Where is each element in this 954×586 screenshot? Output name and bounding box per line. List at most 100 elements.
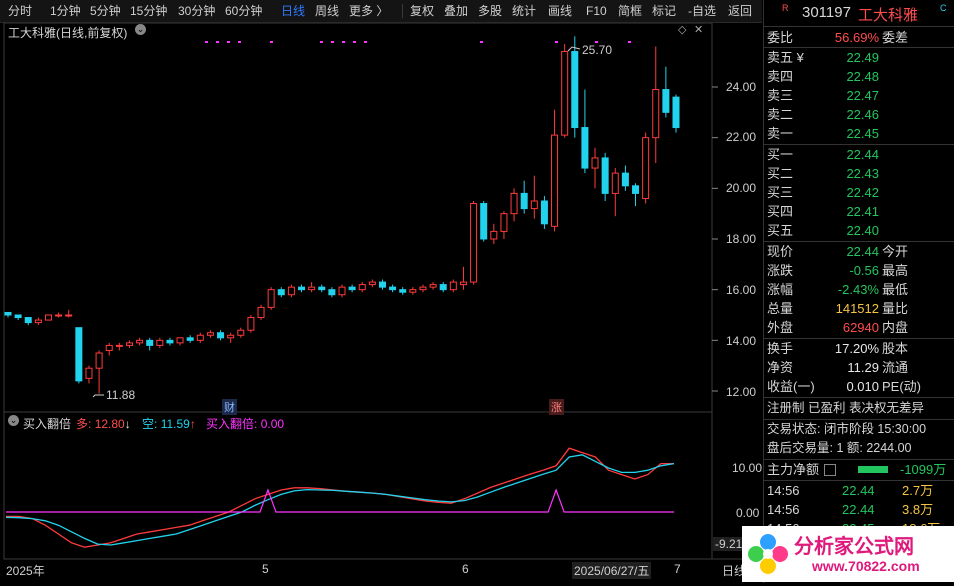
candle-body [257, 306, 265, 319]
candle-body [328, 289, 336, 296]
period-toolbar: 分时 1分钟 5分钟 15分钟 30分钟 60分钟 日线 周线 更多 〉 复权 … [0, 0, 762, 23]
candle-body [510, 192, 518, 215]
candle-body [662, 89, 670, 113]
x-label-may: 5 [262, 562, 269, 576]
period-label: 日线 [722, 564, 747, 578]
y-tick: 14.00 [726, 334, 757, 348]
info-icon[interactable] [824, 464, 836, 476]
candle-body [652, 89, 660, 139]
y-tick: 18.00 [726, 232, 757, 246]
bid-row[interactable]: 买二 22.43 [767, 166, 879, 181]
stat-row-turnover: 换手 17.20% 股本 [767, 341, 909, 356]
ind-y-min: -9.21 [713, 537, 745, 551]
bid-row[interactable]: 买五 22.40 [767, 223, 879, 238]
tab-5min[interactable]: 5分钟 [90, 4, 121, 18]
candle-body [500, 213, 508, 232]
tick-row: 14:56 22.44 2.7万 [767, 483, 934, 498]
chart-title: 工大科雅(日线,前复权) [8, 26, 128, 40]
candle-body [65, 314, 73, 317]
stat-row-outer: 外盘 62940 内盘 [767, 320, 909, 335]
tab-30min[interactable]: 30分钟 [178, 4, 216, 18]
indicator-name[interactable]: 买入翻倍 [23, 417, 72, 431]
stat-row-eps: 收益(一) 0.010 PE(动) [767, 379, 922, 394]
financial-marker[interactable]: 财 [222, 399, 237, 415]
stat-row-change: 涨跌 -0.56 最高 [767, 263, 909, 278]
ask-row[interactable]: 卖三 22.47 [767, 88, 879, 103]
tick-row: 14:56 22.44 3.8万 [767, 502, 934, 517]
restore-rights-button[interactable]: 复权 [410, 4, 435, 18]
high-callout-line [567, 46, 581, 52]
tab-daily[interactable]: 日线 [281, 4, 306, 18]
limit-up-marker[interactable]: 涨 [549, 399, 564, 415]
bid-row[interactable]: 买四 22.41 [767, 204, 879, 219]
candle-body [368, 281, 376, 286]
statistics-button[interactable]: 统计 [512, 4, 537, 18]
kline-chart-area[interactable]: 工大科雅(日线,前复权) ⌄ ◇ ✕ 25.70 11.88 24.00 22.… [0, 22, 762, 583]
stock-name: 工大科雅 [858, 7, 919, 24]
remove-watchlist-button[interactable]: -自选 [688, 4, 716, 18]
brand-logo: 分析家公式网 www.70822.com [742, 526, 954, 582]
tab-15min[interactable]: 15分钟 [130, 4, 168, 18]
ask-row[interactable]: 卖一 22.45 [767, 126, 879, 141]
candle-body [399, 289, 407, 293]
price-pane-frame [3, 22, 713, 413]
diamond-icon[interactable]: ◇ [678, 24, 687, 36]
overlay-button[interactable]: 叠加 [444, 4, 469, 18]
stat-row-netasset: 净资 11.29 流通 [767, 360, 909, 375]
candle-body [540, 200, 548, 225]
signal-dot [364, 41, 367, 43]
trade-status: 交易状态: 闭市阶段 15:30:00 [767, 422, 927, 436]
candle-body [237, 329, 245, 336]
stat-row-price: 现价 22.44 今开 [767, 244, 909, 259]
candlestick-chart[interactable] [0, 22, 762, 583]
bid-row[interactable]: 买一 22.44 [767, 147, 879, 162]
more-menu[interactable]: 更多 〉 [349, 4, 389, 18]
stat-row-pct: 涨幅 -2.43% 最低 [767, 282, 909, 297]
candle-body [186, 337, 194, 341]
mark-button[interactable]: 标记 [652, 4, 677, 18]
candle-body [389, 286, 397, 291]
ask-row[interactable]: 卖二 22.46 [767, 107, 879, 122]
candle-body [632, 185, 640, 194]
candle-body [571, 51, 579, 129]
close-icon[interactable]: ✕ [694, 24, 704, 36]
back-button[interactable]: 返回 [728, 4, 753, 18]
signal-dot [342, 41, 345, 43]
f10-button[interactable]: F10 [586, 4, 607, 18]
tab-weekly[interactable]: 周线 [315, 4, 340, 18]
candle-body [480, 203, 488, 240]
candle-body [115, 344, 123, 347]
multi-stock-button[interactable]: 多股 [478, 4, 503, 18]
indicator-menu-icon[interactable]: ⌄ [8, 415, 19, 426]
bid-row[interactable]: 买三 22.42 [767, 185, 879, 200]
stock-tags: 注册制 已盈利 表决权无差异 [767, 401, 924, 415]
candle-body [520, 192, 528, 210]
x-label-year: 2025年 [6, 564, 45, 578]
candle-body [611, 172, 619, 194]
ask-row[interactable]: 卖五 ¥22.49 [767, 50, 879, 65]
candle-body [277, 289, 285, 296]
candle-body [14, 314, 22, 319]
draw-line-button[interactable]: 画线 [548, 4, 573, 18]
ask-row[interactable]: 卖四 22.48 [767, 69, 879, 84]
stock-code: 301197 [802, 4, 851, 21]
candle-body [378, 281, 386, 288]
brand-name: 分析家公式网 [794, 536, 914, 558]
candle-body [267, 289, 275, 308]
tab-fenshi[interactable]: 分时 [8, 4, 33, 18]
candle-body [601, 157, 609, 194]
after-hours-volume: 盘后交易量: 1 额: 2244.00 [767, 441, 912, 455]
candle-body [298, 286, 306, 291]
signal-label: 买入翻倍: 0.00 [206, 417, 285, 431]
candle-body [146, 339, 154, 346]
candle-body [247, 317, 255, 331]
candle-body [672, 96, 680, 129]
simple-frame-button[interactable]: 简框 [618, 4, 643, 18]
tab-1min[interactable]: 1分钟 [50, 4, 81, 18]
main-flow-row[interactable]: 主力净额 -1099万 [767, 462, 947, 477]
c-badge-icon: C [940, 3, 947, 13]
tab-60min[interactable]: 60分钟 [225, 4, 263, 18]
candle-body [136, 339, 144, 344]
chevron-down-icon[interactable]: ⌄ [135, 24, 146, 35]
candle-body [125, 342, 133, 346]
